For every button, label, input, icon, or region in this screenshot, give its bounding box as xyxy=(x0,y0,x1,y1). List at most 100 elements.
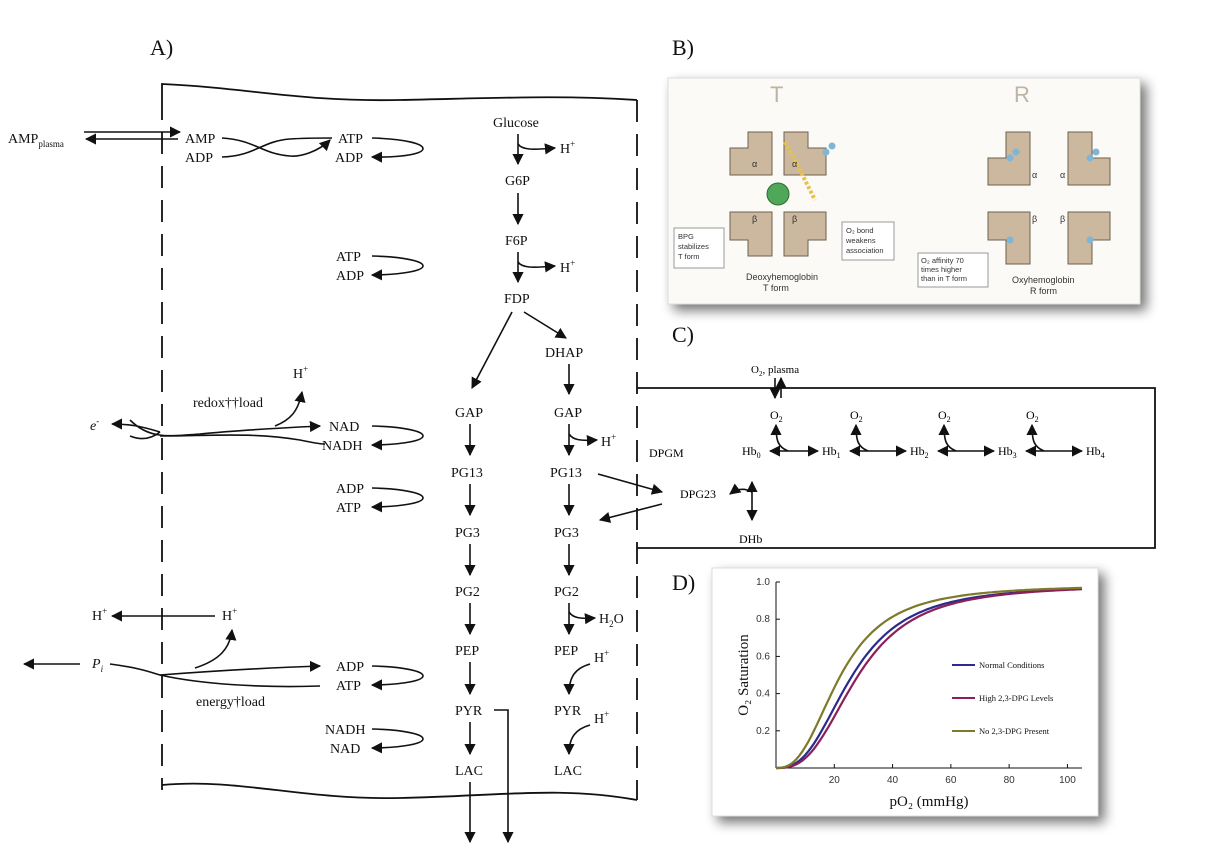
hplus-4: H+ xyxy=(594,648,609,666)
o2-release-arrow-3 xyxy=(1026,423,1045,452)
t-state-letter: T xyxy=(770,82,783,107)
deoxyhemoglobin-t-form: α α β β xyxy=(729,131,836,257)
svg-text:β: β xyxy=(792,214,797,224)
hplus-energy-arrow xyxy=(194,628,237,669)
adenylate-kinase-arrow-2 xyxy=(221,138,291,158)
hb1-label: Hb1 xyxy=(822,444,841,460)
panel-b: B) T R α α β β BPG stabilizes T form O₂ … xyxy=(667,35,1141,305)
x-tick-label: 20 xyxy=(829,775,841,786)
o2-note-box xyxy=(841,221,895,261)
pg2-right-label: PG2 xyxy=(554,585,579,600)
pi-label: Pi xyxy=(91,657,104,674)
series-line-1 xyxy=(776,588,1083,770)
oxy-caption-line-1: Oxyhemoglobin xyxy=(1012,275,1075,285)
atp-energy-line xyxy=(159,674,321,688)
panel-d: D) 20 40 60 80 100 0.2 0.4 0.6 0.8 1.0 pO₂ (mmHg) O… xyxy=(672,567,1099,817)
panel-c-box xyxy=(637,387,1156,549)
redox-load-label: redox††load xyxy=(193,396,263,411)
atp-label-1: ATP xyxy=(338,132,363,147)
fdp-label: FDP xyxy=(504,292,530,307)
affinity-note-line-2: times higher xyxy=(921,265,962,274)
atp-adp-cycle-1 xyxy=(370,137,424,163)
o2-release-arrow-2 xyxy=(938,423,957,452)
nad-nadh-cycle xyxy=(370,425,424,451)
pg3-right-label: PG3 xyxy=(554,526,579,541)
g6p-label: G6P xyxy=(505,174,530,189)
pep-right-label: PEP xyxy=(554,644,578,659)
gap-right-label: GAP xyxy=(554,406,582,421)
pep-left-label: PEP xyxy=(455,644,479,659)
bpg-note-line-2: stabilizes xyxy=(678,242,709,251)
adp-label-1b: ADP xyxy=(335,151,363,166)
pyr-left-label: PYR xyxy=(455,704,483,719)
atp-label-4: ATP xyxy=(336,679,361,694)
panel-c: C) O2, plasma Hb0 Hb1 Hb2 Hb3 Hb4 O2 O2 O2 O2 DP… xyxy=(637,322,1156,549)
adenylate-kinase-arrow-1 xyxy=(221,137,331,157)
fdp-dhap-arrow xyxy=(523,311,567,339)
hplus-5: H+ xyxy=(594,709,609,727)
o2-label-1: O2 xyxy=(850,408,863,424)
legend-label-1: High 2,3-DPG Levels xyxy=(979,693,1053,703)
redox-branch xyxy=(129,431,161,440)
o2-release-arrow-0 xyxy=(770,423,789,452)
hplus-2: H+ xyxy=(560,258,575,276)
hb4-label: Hb4 xyxy=(1086,444,1105,460)
panel-c-label: C) xyxy=(672,322,694,347)
lac-left-label: LAC xyxy=(455,764,483,779)
deoxy-caption-line-1: Deoxyhemoglobin xyxy=(746,272,818,282)
f6p-label: F6P xyxy=(505,234,528,249)
gap-left-label: GAP xyxy=(455,406,483,421)
adenylate-kinase-arrow-3 xyxy=(289,137,333,140)
pg3-left-label: PG3 xyxy=(455,526,480,541)
lac-right-label: LAC xyxy=(554,764,582,779)
o2-label-2: O2 xyxy=(938,408,951,424)
nadh-label-2: NADH xyxy=(325,723,365,738)
hb3-label: Hb3 xyxy=(998,444,1017,460)
dpg23-binding-arrow xyxy=(729,483,753,495)
svg-text:α: α xyxy=(1032,170,1037,180)
dhb-label: DHb xyxy=(739,532,762,546)
o2-release-arrow-1 xyxy=(850,423,869,452)
hplus-1-arrow xyxy=(517,143,557,155)
electron-export-arrow xyxy=(110,418,161,433)
dpgm-label: DPGM xyxy=(649,446,684,460)
hplus-mid-label: H+ xyxy=(222,606,237,624)
legend-label-2: No 2,3-DPG Present xyxy=(979,726,1050,736)
adp-atp-cycle-3 xyxy=(370,487,424,513)
o2-note-line-3: association xyxy=(846,246,884,255)
pg13-dpg23-arrow xyxy=(597,473,664,495)
pg13-right-label: PG13 xyxy=(550,466,582,481)
nad-label-2: NAD xyxy=(330,742,360,757)
glucose-label: Glucose xyxy=(493,116,539,131)
panel-a: A) AMPplasma AMP ADP ATP ADP ATP ADP red… xyxy=(8,35,664,844)
nadh-nad-cycle-2 xyxy=(370,728,424,754)
svg-text:β: β xyxy=(1032,214,1037,224)
affinity-note-line-3: than in T form xyxy=(921,274,967,283)
pg2-left-label: PG2 xyxy=(455,585,480,600)
svg-text:β: β xyxy=(1060,214,1065,224)
deoxy-caption-line-2: T form xyxy=(763,283,789,293)
adp-atp-cycle-4 xyxy=(370,665,424,691)
dpg23-pg3-arrow xyxy=(598,503,663,523)
dhap-label: DHAP xyxy=(545,346,583,361)
y-axis-label: O₂ Saturation xyxy=(736,634,752,716)
panel-d-label: D) xyxy=(672,570,695,595)
y-tick-label: 0.8 xyxy=(756,614,770,625)
nad-arrow xyxy=(129,419,322,437)
nadh-label: NADH xyxy=(322,439,362,454)
legend-label-0: Normal Conditions xyxy=(979,660,1044,670)
hemoglobin-figure-frame xyxy=(667,77,1141,305)
svg-text:α: α xyxy=(752,159,757,169)
hb2-label: Hb2 xyxy=(910,444,929,460)
svg-text:α: α xyxy=(792,159,797,169)
oxygen-saturation-chart: 20 40 60 80 100 0.2 0.4 0.6 0.8 1.0 pO₂ (mmHg) O₂ S… xyxy=(736,577,1083,810)
hplus-left-label: H+ xyxy=(92,606,107,624)
pg13-left-label: PG13 xyxy=(451,466,483,481)
o2-label-0: O2 xyxy=(770,408,783,424)
y-tick-label: 0.4 xyxy=(756,689,770,700)
adp-label-1: ADP xyxy=(185,151,213,166)
svg-text:α: α xyxy=(1060,170,1065,180)
bpg-note-line-3: T form xyxy=(678,252,700,261)
x-tick-label: 40 xyxy=(887,775,899,786)
